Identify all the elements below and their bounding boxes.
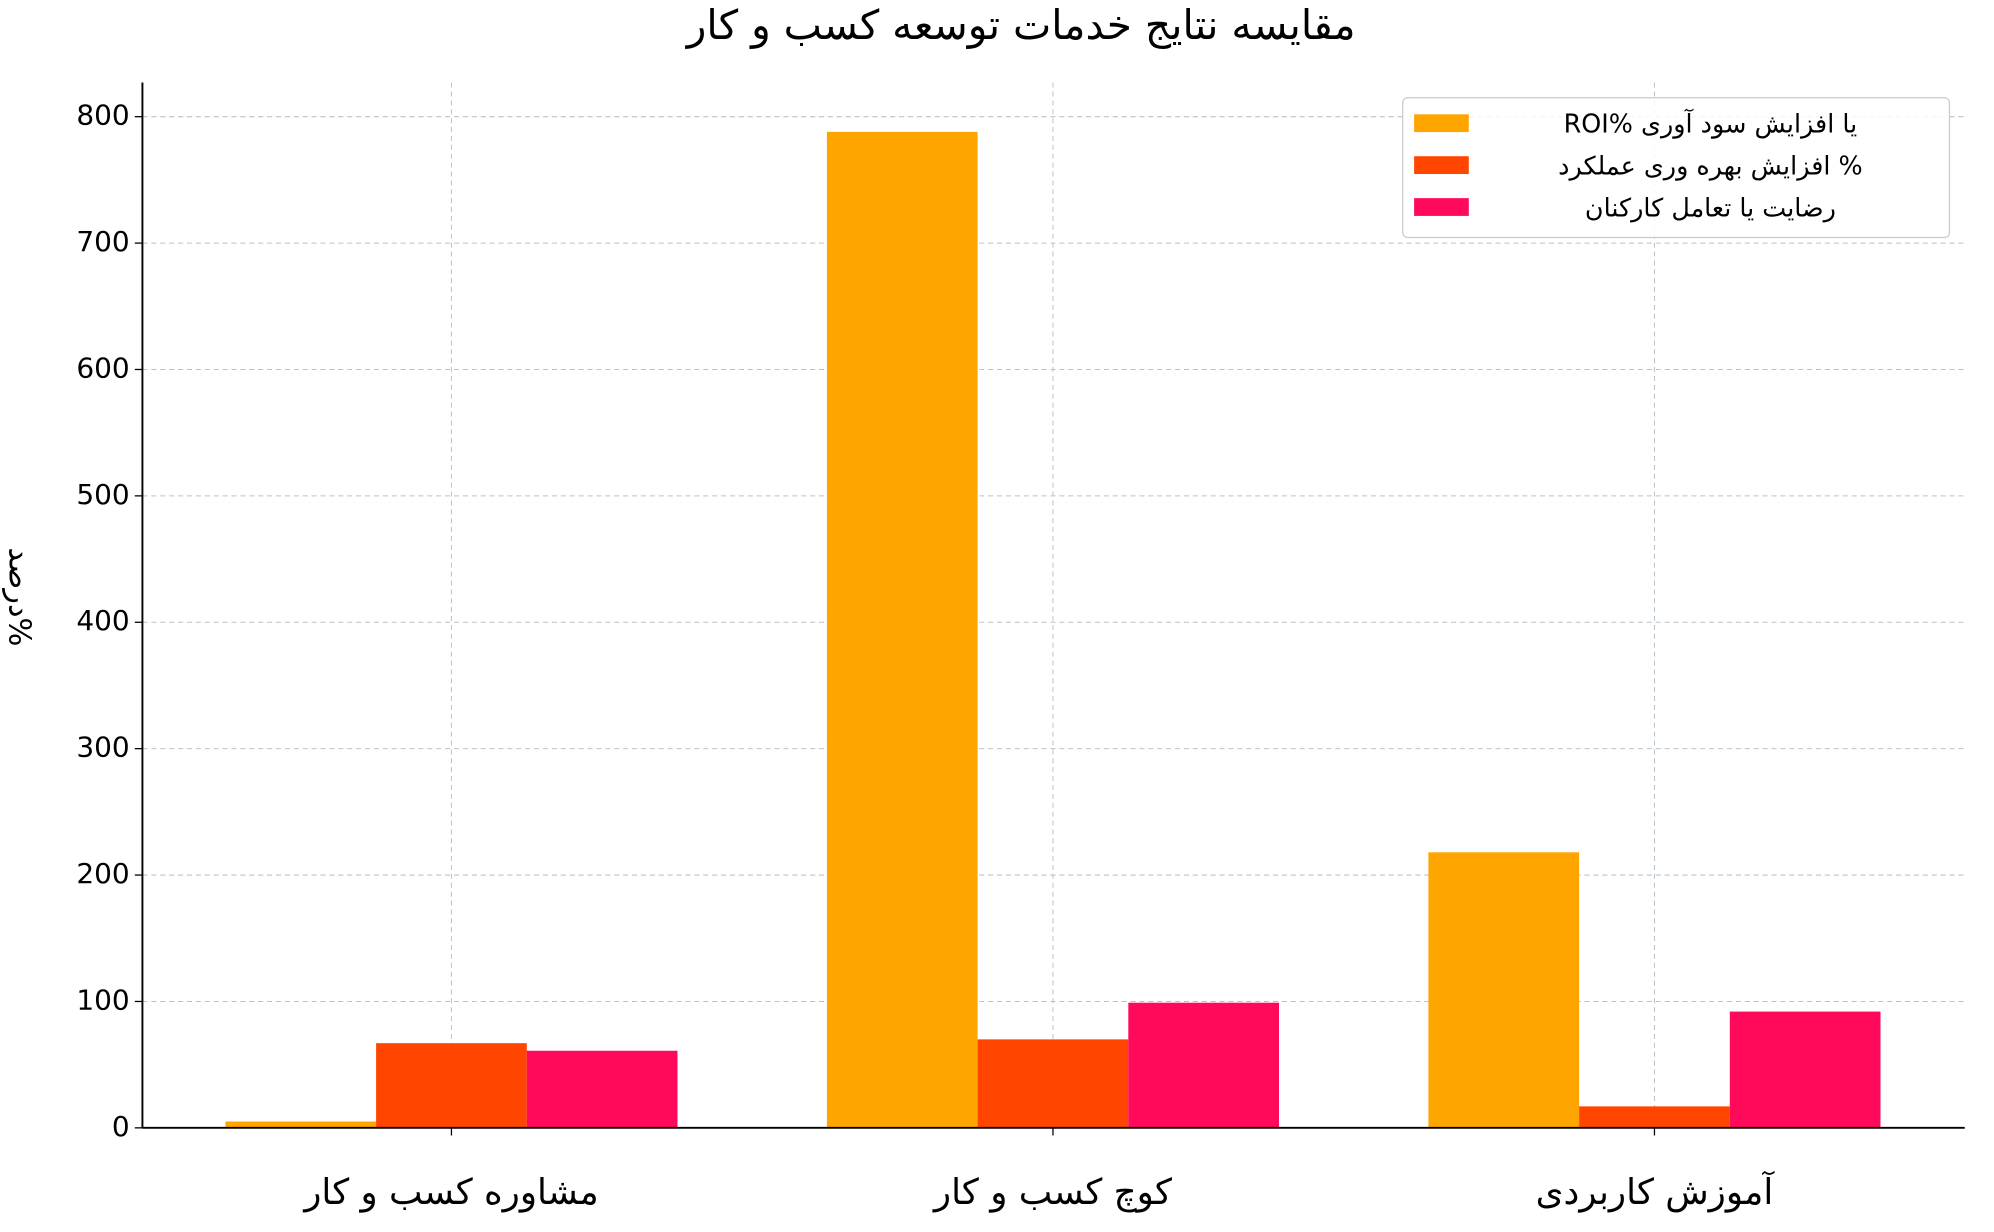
bar <box>376 1043 527 1128</box>
grid <box>142 82 1965 1129</box>
y-tick-label: 100 <box>76 983 129 1016</box>
axes: 0 100 200 300 400 500 600 700 800 مشاوره کسب و کا… <box>76 82 1965 1213</box>
legend-label: ROI% یا افزایش سود آوری <box>1564 109 1858 140</box>
y-tick-label: 200 <box>76 857 129 890</box>
legend-label: رضایت یا تعامل کارکنان <box>1585 193 1836 223</box>
y-tick-label: 700 <box>76 225 129 258</box>
y-tick-label: 0 <box>112 1110 130 1143</box>
bar <box>526 1050 678 1128</box>
y-tick-label: 600 <box>76 351 129 384</box>
bar <box>225 1121 377 1128</box>
bar <box>1729 1011 1881 1128</box>
x-tick-label: کوچ کسب و کار <box>932 1172 1172 1213</box>
x-tick-label: آموزش کاربردی <box>1536 1170 1776 1213</box>
y-axis-label: درصد% <box>1 547 36 646</box>
legend-swatch <box>1414 198 1469 216</box>
y-tick-label: 300 <box>76 731 129 764</box>
y-tick-label: 500 <box>76 478 129 511</box>
y-tick-label: 800 <box>76 99 129 132</box>
chart-title: مقایسه نتایج خدمات توسعه کسب و کار <box>685 1 1356 49</box>
bars <box>225 131 1881 1128</box>
legend-label: افزایش بهره وری عملکرد % <box>1558 151 1863 182</box>
legend-swatch <box>1414 156 1469 175</box>
bar <box>1579 1106 1730 1128</box>
y-tick-label: 400 <box>76 604 129 637</box>
bar <box>1428 852 1580 1128</box>
legend-swatch <box>1414 114 1469 133</box>
legend-box <box>1402 97 1951 239</box>
legend: ROI% یا افزایش سود آوری افزایش بهره وری ع… <box>1402 97 1951 239</box>
bar <box>826 131 978 1128</box>
x-tick-label: مشاوره کسب و کار <box>302 1172 599 1213</box>
bar <box>977 1039 1129 1128</box>
bar <box>1128 1002 1279 1128</box>
